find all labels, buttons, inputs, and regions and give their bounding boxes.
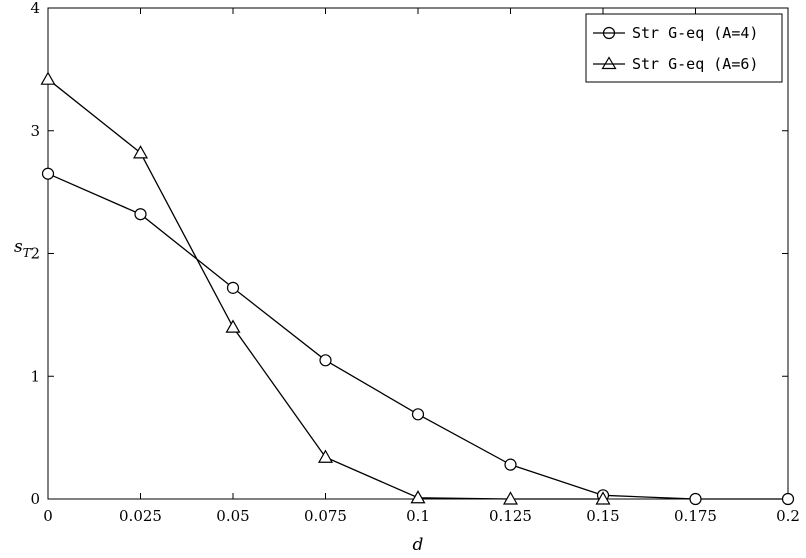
data-point-triangle bbox=[595, 491, 611, 505]
series-layer bbox=[40, 71, 795, 506]
data-point-circle bbox=[41, 167, 55, 180]
data-point-triangle bbox=[410, 490, 426, 504]
x-tick-label: 0.125 bbox=[489, 507, 532, 525]
data-point-circle bbox=[781, 492, 795, 506]
data-point-circle bbox=[411, 408, 425, 421]
y-axis-label: sT bbox=[14, 237, 32, 260]
x-tick-label: 0.05 bbox=[216, 507, 249, 525]
y-tick-label: 0 bbox=[30, 490, 40, 508]
y-tick-label: 4 bbox=[30, 0, 40, 17]
y-tick-label: 3 bbox=[30, 122, 40, 140]
data-point-circle bbox=[504, 458, 517, 471]
x-tick-label: 0.025 bbox=[119, 507, 162, 525]
y-tick-label: 2 bbox=[30, 245, 40, 263]
data-point-circle bbox=[226, 281, 240, 294]
x-tick-label: 0 bbox=[43, 507, 53, 525]
x-tick-label: 0.2 bbox=[776, 507, 800, 525]
axis-ticks: 0 0.025 0.05 0.075 0.1 0.125 0.15 0.175 0.2 0 1 2 3 4 bbox=[30, 0, 799, 525]
data-point-circle bbox=[689, 492, 702, 506]
data-point-triangle bbox=[132, 145, 149, 159]
legend-label-a4: Str G-eq (A=4) bbox=[632, 24, 758, 42]
legend-box bbox=[585, 13, 783, 83]
legend: Str G-eq (A=4) Str G-eq (A=6) bbox=[585, 13, 783, 83]
legend-circle-marker bbox=[602, 26, 616, 40]
y-axis-label-subscript: T bbox=[23, 246, 32, 260]
data-point-triangle bbox=[40, 71, 56, 85]
x-tick-label: 0.1 bbox=[406, 507, 430, 525]
x-tick-label: 0.075 bbox=[304, 507, 347, 525]
legend-triangle-marker bbox=[601, 56, 617, 70]
y-tick-label: 1 bbox=[30, 367, 40, 385]
data-point-circle bbox=[134, 208, 147, 221]
data-point-circle bbox=[319, 354, 332, 367]
x-tick-label: 0.15 bbox=[586, 507, 619, 525]
x-tick-label: 0.175 bbox=[674, 507, 717, 525]
data-point-triangle bbox=[317, 449, 334, 463]
x-axis-label: d bbox=[413, 535, 424, 555]
legend-label-a6: Str G-eq (A=6) bbox=[632, 55, 758, 73]
y-axis-label-main: s bbox=[14, 237, 23, 257]
data-point-triangle bbox=[502, 491, 519, 505]
data-point-triangle bbox=[225, 319, 241, 333]
